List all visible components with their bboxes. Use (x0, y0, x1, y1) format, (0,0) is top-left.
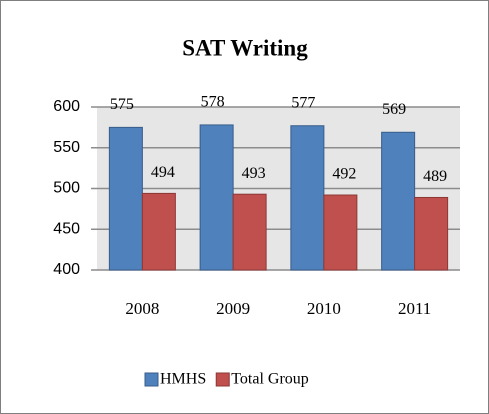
chart-title: SAT Writing (182, 35, 308, 60)
y-tick-label: 450 (53, 220, 80, 237)
legend-swatch (144, 372, 159, 387)
y-tick-label: 400 (53, 261, 80, 278)
bar (290, 125, 325, 271)
data-label: 493 (242, 165, 266, 182)
y-tick-label: 600 (53, 98, 80, 115)
bar (199, 124, 234, 271)
bar (141, 192, 176, 271)
data-label: 489 (423, 168, 447, 185)
data-label: 578 (201, 94, 225, 111)
bar (108, 126, 143, 271)
legend-label: HMHS (160, 371, 206, 388)
x-tick-label: 2011 (398, 299, 431, 318)
x-tick-label: 2009 (216, 299, 250, 318)
data-label: 577 (291, 94, 315, 111)
legend-swatch (215, 372, 230, 387)
bar (323, 194, 358, 271)
bar (414, 196, 449, 271)
bar (232, 193, 267, 271)
data-label: 494 (151, 164, 175, 181)
data-label: 569 (382, 101, 406, 118)
y-tick-label: 500 (53, 180, 80, 197)
legend-label: Total Group (231, 371, 309, 388)
x-tick-label: 2008 (125, 299, 159, 318)
data-label: 492 (332, 166, 356, 183)
data-label: 575 (110, 96, 134, 113)
x-tick-label: 2010 (307, 299, 341, 318)
bar (381, 131, 416, 271)
y-tick-label: 550 (53, 139, 80, 156)
